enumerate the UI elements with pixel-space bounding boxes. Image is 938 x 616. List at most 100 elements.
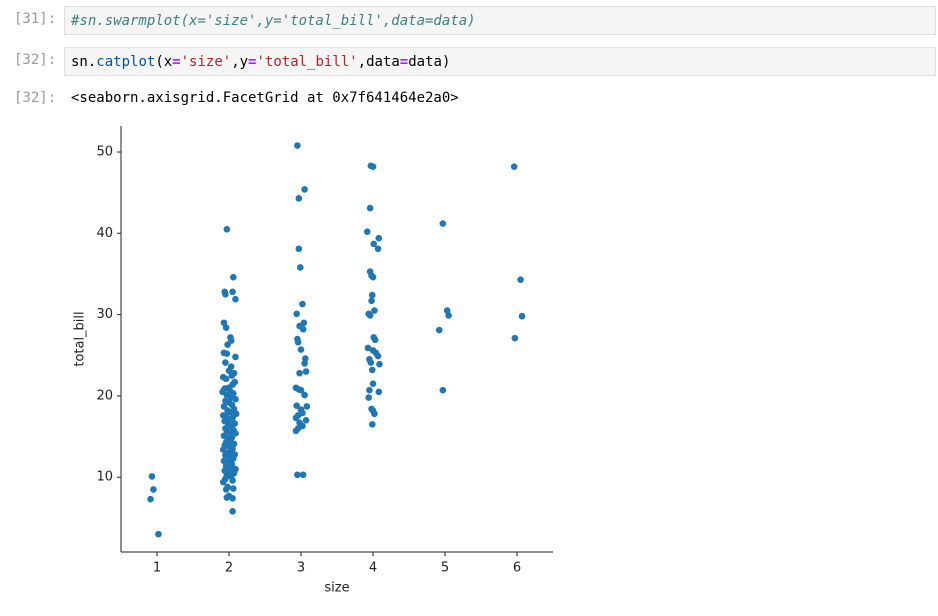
point (297, 386, 305, 394)
code-token: (x (155, 54, 173, 70)
point (299, 471, 307, 479)
point (150, 486, 157, 493)
code-token: ,y (231, 54, 249, 70)
point (229, 477, 236, 484)
point (222, 486, 230, 493)
point (439, 386, 447, 394)
point (228, 372, 236, 379)
point (222, 359, 229, 366)
point (511, 334, 519, 342)
code-token: 'size' (180, 54, 232, 70)
prompt: [32]: (14, 90, 57, 106)
point (294, 338, 302, 346)
point (295, 245, 303, 253)
code-token: 'total_bill' (256, 54, 358, 70)
x-tick-label: 3 (297, 561, 305, 576)
y-tick-label: 20 (96, 388, 113, 403)
y-tick-label: 50 (96, 145, 113, 160)
point (375, 234, 383, 242)
point (368, 291, 376, 299)
x-tick-label: 2 (225, 561, 233, 576)
prompt: [32]: (14, 52, 57, 68)
y-tick-label: 40 (96, 226, 113, 241)
point (368, 421, 376, 428)
point (229, 288, 236, 296)
point (296, 369, 303, 377)
point (301, 360, 308, 367)
point (294, 471, 301, 479)
point (230, 273, 237, 281)
prompt: [31]: (14, 11, 57, 27)
point (148, 473, 156, 480)
point (222, 375, 230, 383)
point (371, 307, 378, 314)
x-axis-label: size (324, 581, 349, 596)
point (368, 366, 376, 374)
point (301, 186, 308, 193)
y-tick-label: 10 (96, 470, 113, 485)
point (229, 495, 236, 502)
point (155, 530, 162, 538)
point (510, 163, 518, 170)
point (230, 455, 237, 462)
point (367, 359, 375, 366)
point (439, 220, 447, 227)
code-token: = (172, 54, 181, 70)
point (369, 273, 377, 281)
point (223, 225, 231, 233)
point (366, 204, 374, 212)
code-token: sn. (71, 54, 97, 70)
x-tick-label: 5 (441, 561, 449, 576)
code-token: = (248, 54, 257, 70)
code-cell[interactable]: #sn.swarmplot(x='size',y='total_bill',da… (64, 6, 936, 35)
point (369, 163, 377, 170)
point (371, 410, 378, 418)
point (376, 360, 383, 368)
point (292, 414, 300, 422)
point (365, 394, 372, 401)
point (375, 388, 383, 396)
point (299, 300, 306, 308)
code-token: ,data (357, 54, 400, 70)
point (374, 245, 382, 253)
x-tick-label: 1 (153, 561, 161, 576)
point (232, 395, 239, 403)
point (232, 295, 239, 303)
point (302, 368, 310, 375)
point (374, 352, 382, 360)
point (223, 494, 231, 501)
point (222, 290, 229, 298)
point (293, 402, 300, 409)
point (223, 350, 231, 357)
point (225, 367, 233, 375)
point (369, 380, 377, 388)
point (366, 386, 373, 394)
code-token: catplot (96, 54, 156, 70)
point (147, 495, 154, 503)
point (445, 312, 452, 319)
code-token: = (399, 54, 409, 70)
code-token: data) (408, 54, 451, 70)
point (363, 228, 371, 235)
code-cell[interactable]: sn.catplot(x='size',y='total_bill',data=… (64, 47, 936, 76)
point (303, 403, 311, 410)
point (297, 346, 305, 353)
point (295, 195, 303, 202)
code-token: #sn.swarmplot(x='size',y='total_bill',da… (71, 13, 476, 29)
point (219, 478, 227, 486)
point (296, 264, 304, 271)
point (368, 297, 375, 305)
point (222, 324, 230, 331)
point (435, 326, 443, 334)
point (302, 416, 310, 424)
point (292, 427, 300, 435)
point (302, 355, 309, 362)
x-tick-label: 4 (369, 561, 377, 576)
point (230, 485, 237, 492)
point (517, 276, 524, 283)
point (224, 341, 231, 348)
y-tick-label: 30 (96, 307, 113, 322)
point (299, 325, 307, 333)
point (301, 391, 308, 399)
